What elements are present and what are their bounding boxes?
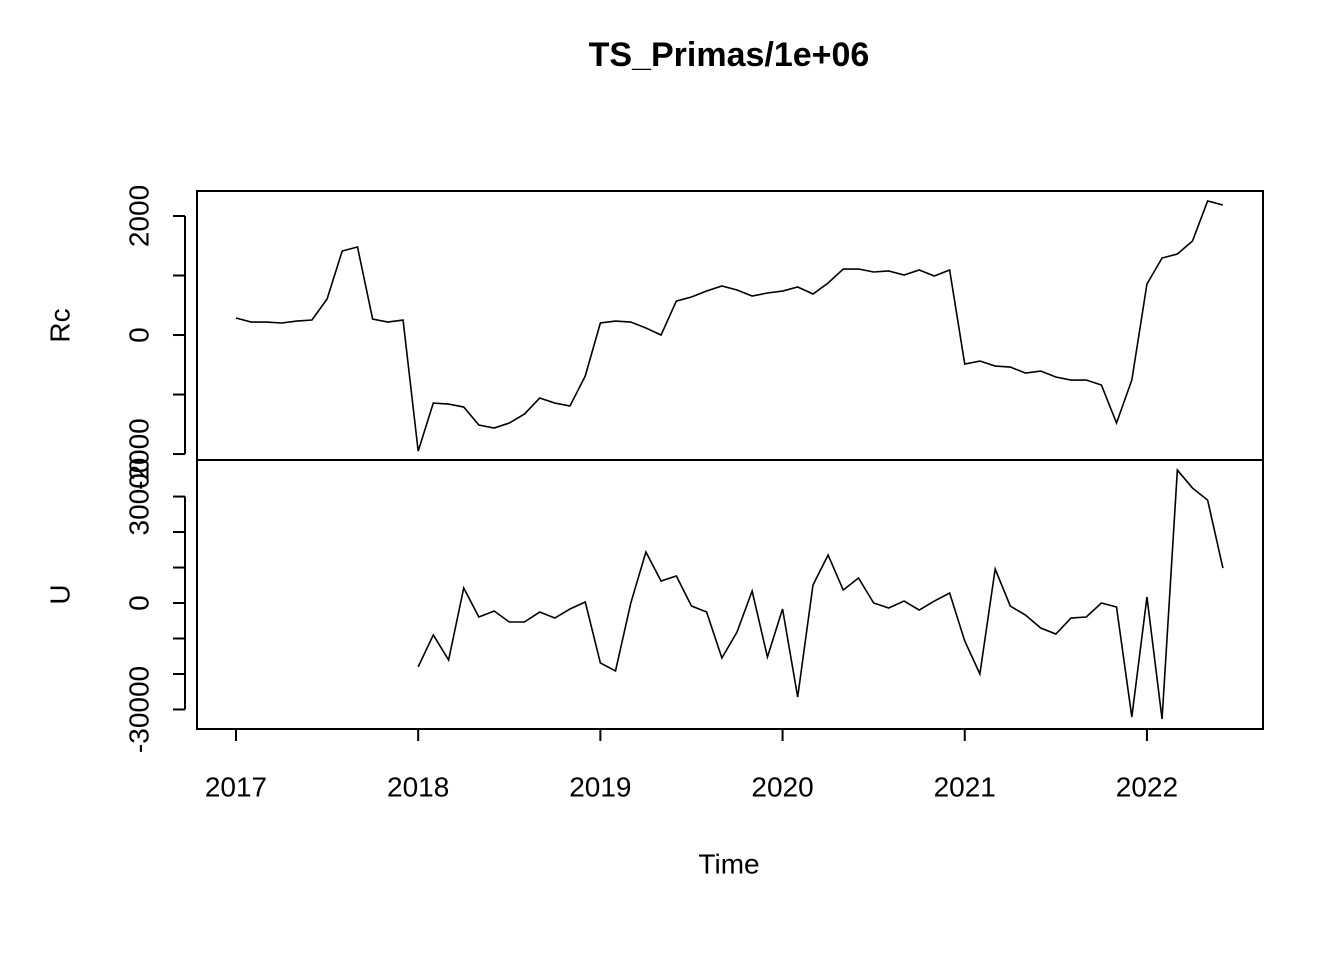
panel-frame (196, 459, 1264, 730)
x-tick-label: 2021 (934, 771, 996, 802)
x-tick-label: 2022 (1116, 771, 1178, 802)
x-tick-label: 2019 (569, 771, 631, 802)
y-tick-label: 0 (123, 327, 154, 343)
y-tick-label: -30000 (123, 666, 154, 753)
y-tick-label: 30000 (123, 458, 154, 536)
x-axis-label: Time (698, 848, 759, 879)
chart-title: TS_Primas/1e+06 (589, 36, 870, 74)
y-tick-label: -2000 (123, 418, 154, 490)
x-tick-label: 2018 (387, 771, 449, 802)
y-tick-label: 0 (123, 595, 154, 611)
y-axis-label: Rc (44, 308, 75, 342)
panel-frame (196, 190, 1264, 461)
x-tick-label: 2017 (205, 771, 267, 802)
y-axis-label: U (44, 584, 75, 604)
x-tick-label: 2020 (751, 771, 813, 802)
series-line (235, 200, 1224, 452)
y-tick-label: 2000 (123, 185, 154, 247)
series-line (417, 468, 1224, 720)
